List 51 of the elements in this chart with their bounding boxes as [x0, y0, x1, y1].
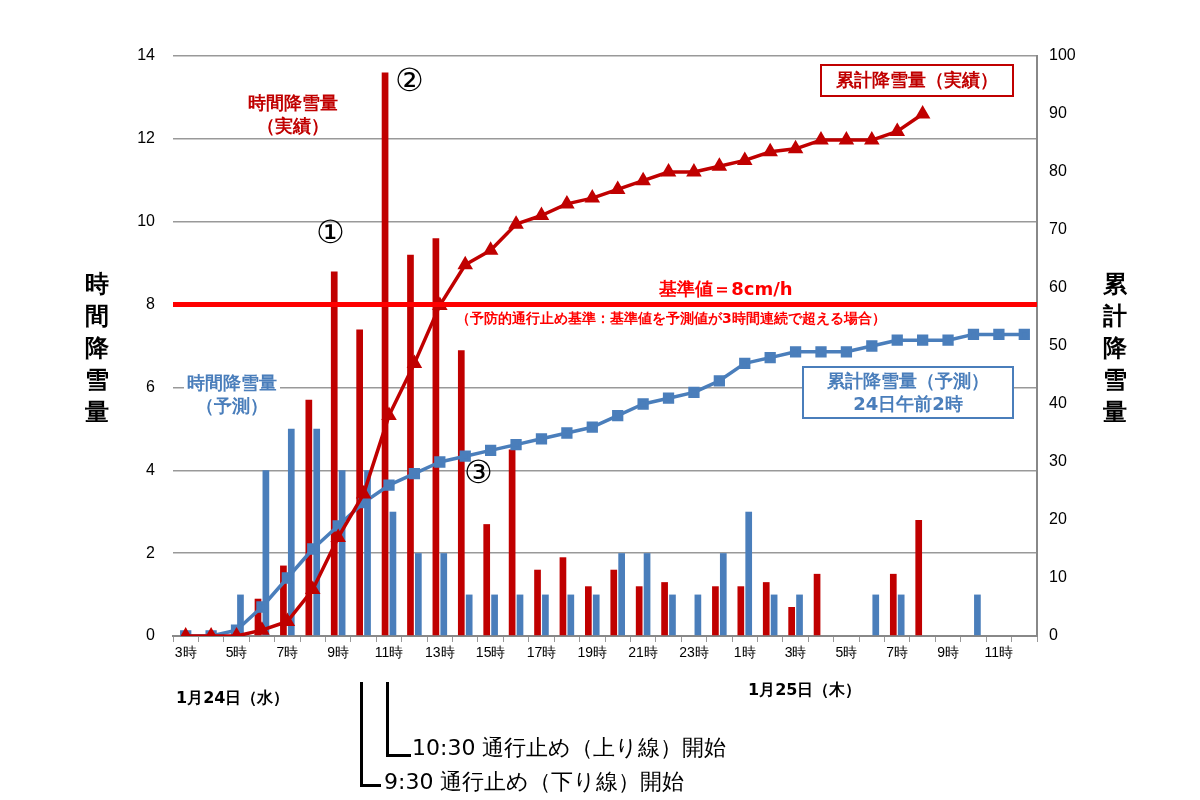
text: 時間降雪量（実績）	[247, 92, 339, 137]
y-axis-title: 時間降雪量	[84, 269, 110, 428]
y2-tick-label: 80	[1049, 162, 1067, 180]
y2-tick-label: 60	[1049, 278, 1067, 296]
y2-tick-label: 90	[1049, 104, 1067, 122]
y-tick-label: 12	[137, 129, 156, 147]
annotation: （予防的通行止め基準：基準値を予測値が3時間連続で超える場合）	[456, 310, 886, 328]
series-label: 累計降雪量（実績）	[820, 64, 1014, 97]
x-tick-label: 15時	[475, 644, 506, 661]
ref-line-label: 基準値＝8cm/h	[658, 277, 793, 299]
x-tick-label: 3時	[784, 644, 807, 661]
y-tick-label: 10	[137, 212, 156, 230]
y2-tick-label: 30	[1049, 452, 1067, 470]
x-tick-label: 11時	[374, 644, 404, 661]
y2-tick-label: 0	[1049, 626, 1058, 644]
y-tick-label: 0	[146, 626, 156, 644]
series-label: 累計降雪量（予測）24日午前2時	[802, 366, 1014, 419]
x-tick-label: 11時	[984, 644, 1014, 661]
y2-tick-label: 50	[1049, 336, 1067, 354]
x-tick-label: 7時	[276, 644, 299, 661]
y-tick-label: 6	[146, 377, 156, 395]
y-tick-label: 2	[146, 543, 156, 561]
y2-tick-label: 40	[1049, 394, 1067, 412]
annotation: ①	[316, 212, 345, 252]
x-tick-label: 1時	[733, 644, 756, 661]
x-tick-label: 17時	[526, 644, 557, 661]
x-tick-label: 3時	[174, 644, 197, 661]
text: 1月24日（水）	[176, 688, 290, 708]
annotation: ②	[395, 60, 424, 100]
y-tick-label: 8	[146, 294, 156, 312]
y2-tick-label: 70	[1049, 220, 1067, 238]
x-tick-label: 5時	[835, 644, 858, 661]
y-tick-label: 14	[137, 46, 156, 64]
y2-tick-label: 10	[1049, 568, 1067, 586]
y2-axis-title: 累計降雪量	[1102, 269, 1128, 428]
x-tick-label: 21時	[628, 644, 658, 661]
x-tick-label: 19時	[577, 644, 608, 661]
series-label: 時間降雪量（予測）	[184, 372, 280, 417]
text: 10:30 通行止め（上り線）開始	[412, 734, 727, 762]
x-tick-label: 23時	[679, 644, 709, 661]
x-tick-label: 9時	[327, 644, 350, 661]
y2-tick-label: 100	[1049, 46, 1076, 64]
x-tick-label: 7時	[886, 644, 909, 661]
y-tick-label: 4	[146, 460, 156, 478]
text: 1月25日（木）	[748, 680, 862, 700]
x-tick-label: 9時	[937, 644, 959, 661]
x-tick-label: 13時	[425, 644, 455, 661]
text: 9:30 通行止め（下り線）開始	[384, 768, 685, 796]
y2-tick-label: 20	[1049, 510, 1067, 528]
annotation: ③	[464, 452, 493, 492]
x-tick-label: 5時	[225, 644, 248, 661]
